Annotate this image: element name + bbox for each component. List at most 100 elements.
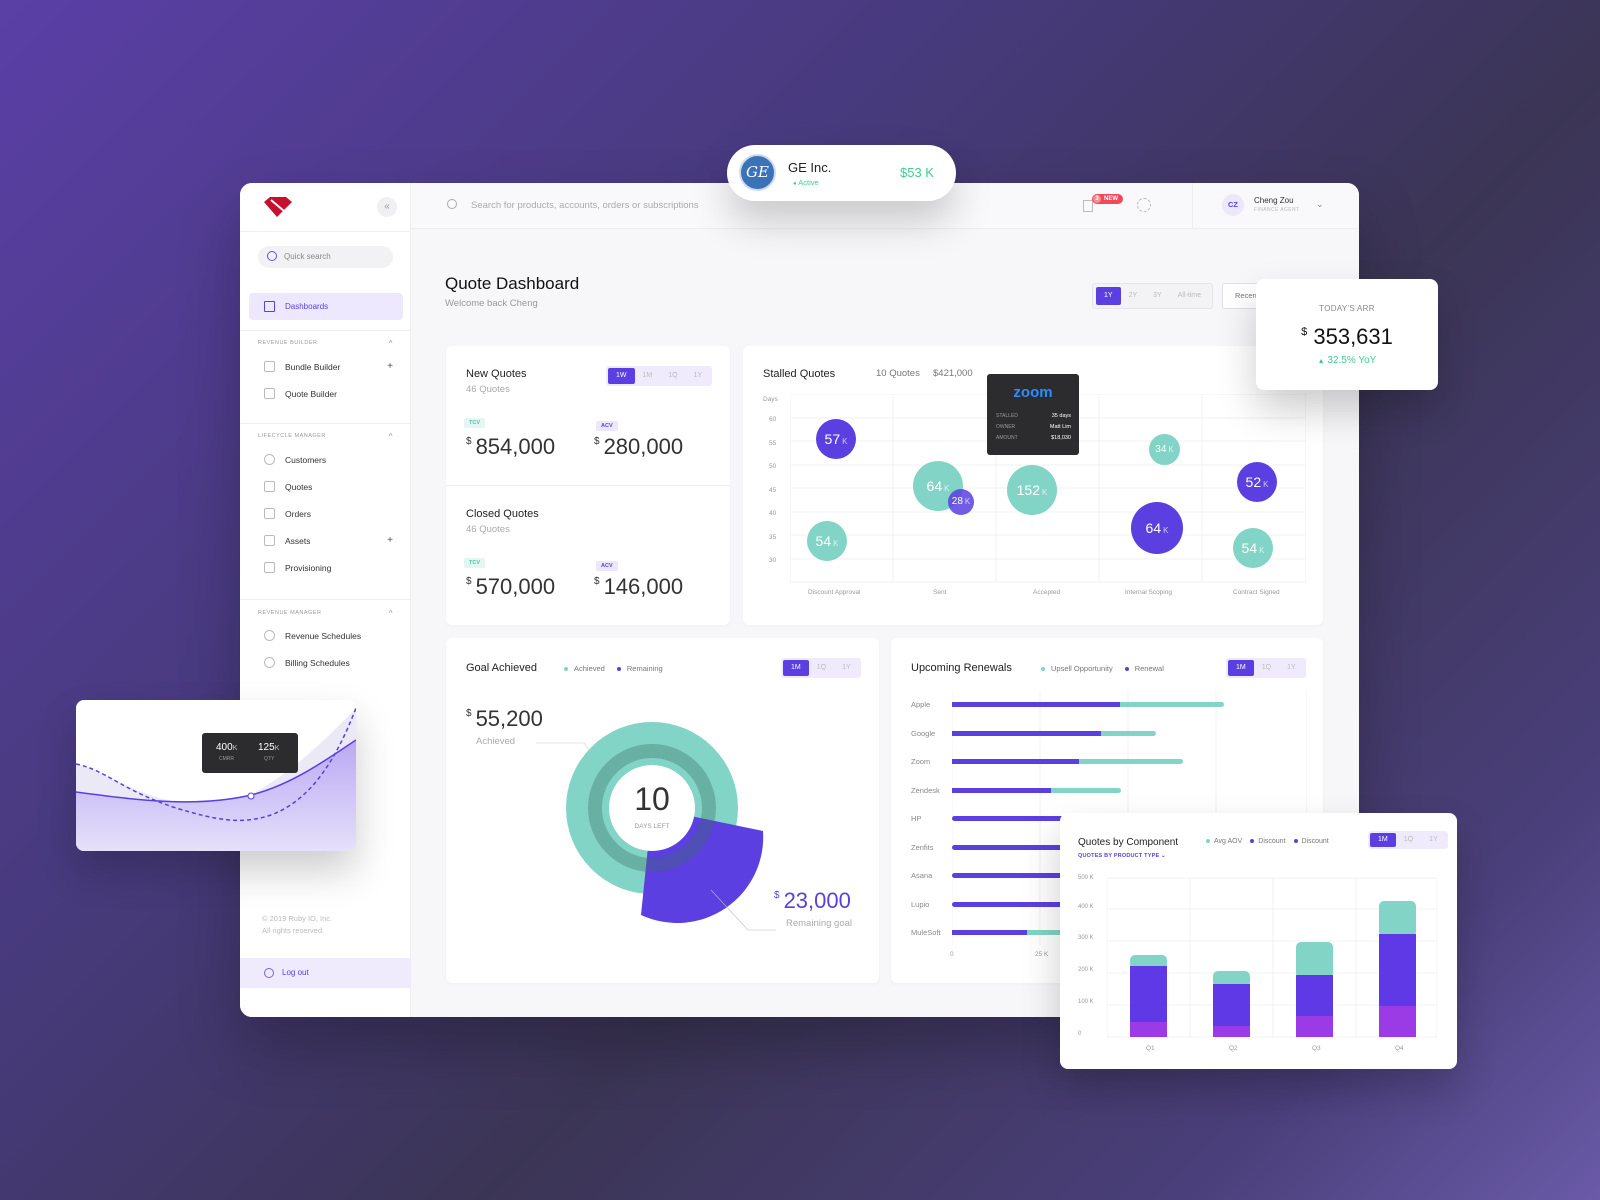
- page-title: Quote Dashboard: [445, 274, 580, 293]
- sidebar-item-billing-schedules[interactable]: Billing Schedules: [258, 656, 393, 670]
- tab-1q[interactable]: 1Q: [816, 664, 827, 671]
- bubble[interactable]: 54 K: [807, 521, 847, 561]
- arr-card: TODAY'S ARR $ 353,631 ▲ 32.5% YoY: [1256, 279, 1438, 390]
- copy-icon: [264, 508, 275, 519]
- notification-badge[interactable]: 3 NEW: [1092, 194, 1123, 204]
- section-lifecycle-manager[interactable]: LIFECYCLE MANAGER ^: [258, 432, 393, 441]
- tab-1w[interactable]: 1W: [608, 368, 635, 384]
- building-icon: [264, 535, 275, 546]
- closed-quotes-count: 46 Quotes: [466, 524, 510, 535]
- notifications-icon[interactable]: [1083, 200, 1093, 212]
- document-icon: [264, 388, 275, 399]
- app-window: « Quick search Dashboards REVENUE BUILDE…: [240, 183, 1359, 1017]
- avatar[interactable]: CZ: [1222, 194, 1244, 216]
- tab-3y[interactable]: 3Y: [1153, 292, 1162, 299]
- zoom-tooltip: zoom STALLED OWNER AMOUNT 35 days Matt Lim $…: [987, 374, 1079, 455]
- sidebar-item-bundle-builder[interactable]: Bundle Builder +: [258, 360, 393, 374]
- sidebar-item-dashboards[interactable]: Dashboards: [249, 293, 403, 320]
- logout-button[interactable]: Log out: [240, 958, 411, 988]
- window-icon: [264, 562, 275, 573]
- account-pill[interactable]: GE GE Inc. ● Active $53 K: [727, 145, 956, 201]
- bubble[interactable]: 28 K: [948, 489, 974, 515]
- add-icon[interactable]: +: [387, 535, 393, 546]
- dashboard-grid-icon: [264, 301, 275, 312]
- new-tcv-value: $854,000: [466, 434, 556, 459]
- user-icon: [264, 454, 275, 465]
- range-tabs: 1Y 2Y 3Y All-time: [1092, 283, 1214, 309]
- sidebar-item-assets[interactable]: Assets +: [258, 534, 393, 548]
- bubble[interactable]: 152 K: [1007, 465, 1057, 515]
- stalled-title: Stalled Quotes: [763, 368, 836, 380]
- bubble[interactable]: 57 K: [816, 419, 856, 459]
- copyright: © 2019 Ruby IO, Inc. All rights reserved.: [262, 914, 333, 935]
- sidebar-item-provisioning[interactable]: Provisioning: [258, 561, 393, 575]
- divider: [240, 231, 411, 232]
- sidebar-item-quote-builder[interactable]: Quote Builder: [258, 387, 393, 401]
- bubble[interactable]: 54 K: [1233, 528, 1273, 568]
- tab-1m[interactable]: 1M: [783, 660, 809, 676]
- chevron-up-icon[interactable]: ^: [388, 432, 393, 441]
- goal-donut: [536, 722, 776, 931]
- quick-search-input[interactable]: Quick search: [258, 246, 393, 268]
- sidebar-item-orders[interactable]: Orders: [258, 507, 393, 521]
- new-quotes-title: New Quotes: [466, 368, 527, 380]
- ge-logo: GE: [739, 154, 776, 191]
- quotes-by-component-card: Quotes by Component QUOTES BY PRODUCT TY…: [1060, 813, 1457, 1069]
- tab-1m[interactable]: 1M: [1370, 833, 1396, 847]
- stacked-bar-chart: [1107, 877, 1437, 1038]
- logout-icon: [264, 968, 274, 978]
- tab-1y[interactable]: 1Y: [842, 664, 851, 671]
- tab-1m[interactable]: 1M: [642, 372, 653, 379]
- bubble[interactable]: 64 K: [1131, 502, 1183, 554]
- remaining-value: $23,000: [774, 888, 851, 913]
- clipboard-icon: [264, 481, 275, 492]
- trend-icon: [264, 630, 275, 641]
- tab-1q[interactable]: 1Q: [668, 372, 678, 379]
- add-icon[interactable]: +: [387, 361, 393, 372]
- arrow-up-icon: ▲: [1317, 358, 1325, 365]
- chevron-down-icon[interactable]: ⌄: [1316, 199, 1324, 209]
- trend-chart-card: 400K CMRR 125K QTY: [76, 700, 356, 851]
- tab-1q[interactable]: 1Q: [1403, 836, 1414, 843]
- quotes-summary-card: New Quotes 46 Quotes 1W 1M 1Q 1Y TCV ACV…: [446, 346, 730, 625]
- tab-1y[interactable]: 1Y: [1287, 664, 1296, 671]
- new-quotes-count: 46 Quotes: [466, 384, 510, 395]
- product-type-dropdown[interactable]: QUOTES BY PRODUCT TYPE ⌄: [1078, 853, 1166, 859]
- user-role: FINANCE AGENT: [1254, 207, 1300, 213]
- tab-1y[interactable]: 1Y: [693, 372, 703, 379]
- goal-tabs: 1M 1Q 1Y: [781, 658, 861, 678]
- days-left-value: 10: [634, 781, 670, 817]
- sidebar-item-customers[interactable]: Customers: [258, 453, 393, 467]
- tab-1y[interactable]: 1Y: [1429, 836, 1438, 843]
- zoom-logo: zoom: [1013, 384, 1053, 401]
- achieved-value: $55,200: [466, 706, 543, 731]
- section-revenue-manager[interactable]: REVENUE MANAGER ^: [258, 609, 393, 618]
- sidebar-item-quotes[interactable]: Quotes: [258, 480, 393, 494]
- goal-achieved-card: Goal Achieved Achieved Remaining 1M 1Q 1…: [446, 638, 879, 983]
- bubble[interactable]: 34 K: [1149, 434, 1180, 465]
- tab-1q[interactable]: 1Q: [1261, 664, 1272, 671]
- search-icon: [447, 199, 457, 209]
- layers-icon: [264, 361, 275, 372]
- gear-icon[interactable]: [1137, 198, 1151, 212]
- sidebar-item-revenue-schedules[interactable]: Revenue Schedules: [258, 629, 393, 643]
- stalled-count: 10 Quotes: [876, 368, 920, 379]
- new-quotes-tabs: 1W 1M 1Q 1Y: [606, 366, 713, 386]
- section-revenue-builder[interactable]: REVENUE BUILDER ^: [258, 339, 393, 348]
- tcv-tag: TCV: [464, 418, 485, 428]
- tab-all-time[interactable]: All-time: [1177, 292, 1202, 299]
- collapse-sidebar-button[interactable]: «: [377, 197, 397, 217]
- ruby-logo[interactable]: [262, 197, 292, 222]
- page-subtitle: Welcome back Cheng: [445, 298, 538, 309]
- tab-1m[interactable]: 1M: [1228, 660, 1254, 676]
- new-acv-value: $280,000: [594, 434, 684, 459]
- closed-quotes-title: Closed Quotes: [466, 508, 539, 520]
- chevron-up-icon[interactable]: ^: [388, 339, 393, 348]
- tab-1y[interactable]: 1Y: [1096, 287, 1121, 305]
- global-search-input[interactable]: Search for products, accounts, orders or…: [471, 200, 699, 211]
- search-icon: [267, 251, 277, 261]
- tab-2y[interactable]: 2Y: [1128, 292, 1138, 299]
- chevron-up-icon[interactable]: ^: [388, 609, 393, 618]
- billing-icon: [264, 657, 275, 668]
- bubble[interactable]: 52 K: [1237, 462, 1277, 502]
